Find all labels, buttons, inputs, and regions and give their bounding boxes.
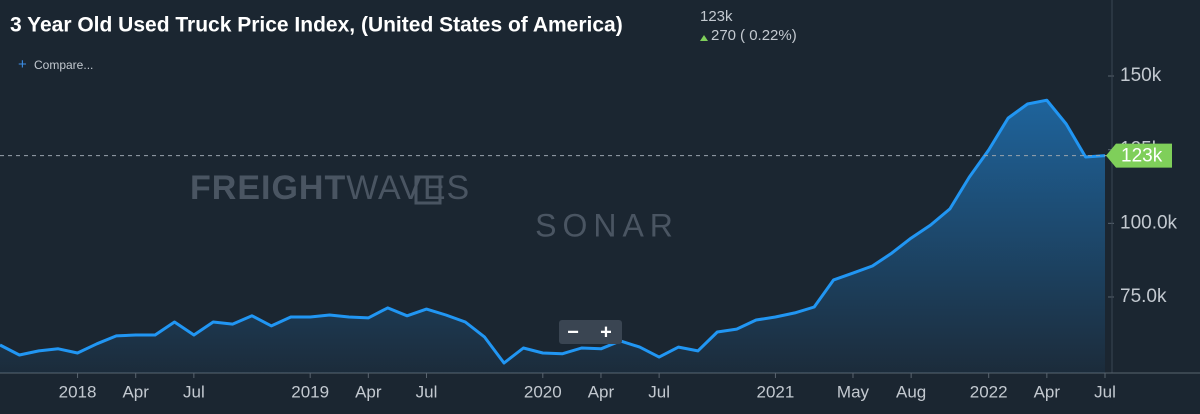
y-tick-label: 100.0k	[1120, 212, 1178, 233]
x-tick-label: 2018	[59, 382, 97, 401]
x-tick-label: Jul	[183, 382, 205, 401]
change-value: 270	[711, 27, 736, 44]
area	[0, 100, 1105, 373]
change: 270( 0.22%)	[711, 27, 797, 44]
zoom-controls: − +	[559, 320, 622, 344]
watermark-brand: WAVES	[346, 169, 470, 207]
y-tick-label: 75.0k	[1120, 286, 1167, 307]
x-tick-label: 2019	[291, 382, 329, 401]
change-percent: ( 0.22%)	[740, 27, 797, 44]
x-tick-label: 2020	[524, 382, 562, 401]
current-value-tag	[1106, 143, 1172, 168]
watermark-brand: FREIGHT	[190, 169, 346, 207]
last-value: 123k	[700, 8, 733, 25]
x-tick-label: Aug	[896, 382, 926, 401]
compare-button[interactable]: Compare...	[34, 58, 93, 72]
x-tick-label: Apr	[1034, 382, 1061, 401]
watermark: FREIGHTWAVES	[190, 169, 470, 207]
y-tick-label: 150k	[1120, 65, 1162, 86]
x-tick-label: Jul	[1094, 382, 1116, 401]
zoom-bar	[559, 320, 622, 344]
compare-icon[interactable]: +	[18, 56, 27, 73]
up-arrow	[700, 35, 708, 41]
line	[0, 98, 1106, 365]
current-value-label: 123k	[1121, 146, 1163, 167]
x-tick-label: Apr	[122, 382, 149, 401]
chart-title: 3 Year Old Used Truck Price Index, (Unit…	[10, 14, 623, 37]
x-tick-label: Jul	[416, 382, 438, 401]
watermark: SONAR	[535, 207, 679, 243]
x-tick-label: 2021	[757, 382, 795, 401]
zoom-in[interactable]: +	[600, 321, 612, 343]
x-tick-label: May	[837, 382, 870, 401]
x-tick-label: 2022	[970, 382, 1008, 401]
x-tick-label: Jul	[648, 382, 670, 401]
zoom-out[interactable]: −	[567, 321, 579, 343]
x-tick-label: Apr	[588, 382, 615, 401]
x-tick-label: Apr	[355, 382, 382, 401]
watermark-logo	[414, 175, 442, 205]
